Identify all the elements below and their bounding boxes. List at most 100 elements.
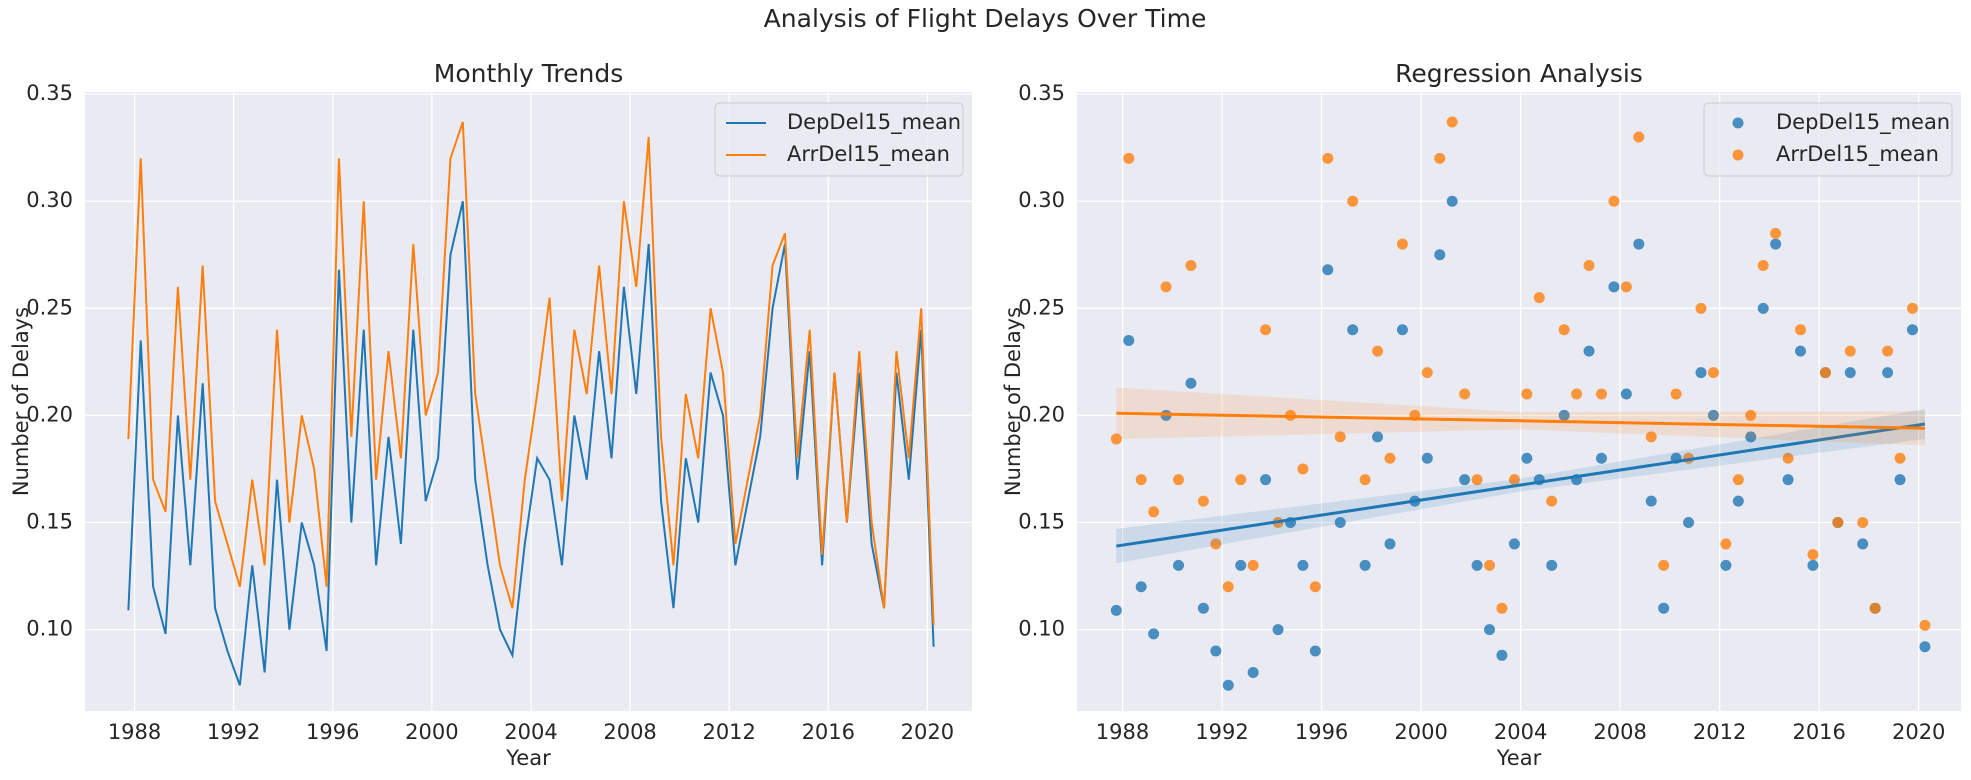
scatter-point bbox=[1795, 324, 1807, 336]
scatter-point bbox=[1521, 452, 1533, 464]
scatter-point bbox=[1508, 474, 1520, 486]
x-tick-label: 2000 bbox=[1394, 720, 1447, 744]
scatter-point bbox=[1471, 474, 1483, 486]
legend-label: ArrDel15_mean bbox=[787, 142, 950, 167]
scatter-point bbox=[1882, 367, 1894, 379]
scatter-point bbox=[1558, 324, 1570, 336]
scatter-point bbox=[1832, 517, 1844, 529]
scatter-point bbox=[1595, 452, 1607, 464]
legend-label: ArrDel15_mean bbox=[1776, 142, 1939, 167]
legend bbox=[1703, 102, 1953, 177]
scatter-point bbox=[1782, 452, 1794, 464]
y-tick-label: 0.20 bbox=[26, 402, 73, 426]
legend bbox=[714, 102, 964, 177]
scatter-point bbox=[1384, 452, 1396, 464]
scatter-point bbox=[1757, 302, 1769, 314]
scatter-point bbox=[1247, 666, 1259, 678]
x-tick-label: 1988 bbox=[108, 720, 161, 744]
scatter-point bbox=[1197, 602, 1209, 614]
scatter-point bbox=[1471, 559, 1483, 571]
scatter-point bbox=[1844, 345, 1856, 357]
line-series bbox=[127, 201, 935, 686]
y-tick-label: 0.35 bbox=[26, 81, 73, 105]
regression-line bbox=[1116, 422, 1926, 548]
legend-label: DepDel15_mean bbox=[1776, 110, 1950, 135]
scatter-point bbox=[1720, 559, 1732, 571]
scatter-point bbox=[1732, 474, 1744, 486]
y-axis-label: Number of Delays bbox=[1001, 307, 1025, 496]
y-axis-label: Number of Delays bbox=[9, 307, 33, 496]
x-tick-label: 2016 bbox=[1792, 720, 1845, 744]
scatter-point bbox=[1633, 131, 1645, 143]
scatter-point bbox=[1906, 324, 1918, 336]
scatter-point bbox=[1135, 581, 1147, 593]
scatter-point bbox=[1372, 431, 1384, 443]
scatter-point bbox=[1247, 559, 1259, 571]
scatter-point bbox=[1347, 195, 1359, 207]
subplot-title: Regression Analysis bbox=[1395, 59, 1643, 88]
scatter-point bbox=[1620, 388, 1632, 400]
scatter-point bbox=[1260, 474, 1272, 486]
scatter-point bbox=[1533, 292, 1545, 304]
y-tick-label: 0.15 bbox=[26, 510, 73, 534]
x-tick-label: 2000 bbox=[405, 720, 458, 744]
scatter-point bbox=[1658, 559, 1670, 571]
scatter-point bbox=[1484, 559, 1496, 571]
legend-label: DepDel15_mean bbox=[787, 110, 961, 135]
y-tick-label: 0.15 bbox=[1018, 510, 1065, 534]
y-tick-label: 0.25 bbox=[1018, 295, 1065, 319]
scatter-point bbox=[1173, 474, 1185, 486]
scatter-point bbox=[1396, 238, 1408, 250]
scatter-point bbox=[1421, 452, 1433, 464]
scatter-point bbox=[1683, 517, 1695, 529]
scatter-point bbox=[1384, 538, 1396, 550]
scatter-point bbox=[1272, 624, 1284, 636]
scatter-point bbox=[1508, 538, 1520, 550]
scatter-point bbox=[1359, 559, 1371, 571]
x-tick-label: 1996 bbox=[306, 720, 359, 744]
scatter-point bbox=[1807, 549, 1819, 561]
scatter-point bbox=[1110, 604, 1122, 616]
regression-line bbox=[1116, 411, 1925, 430]
scatter-point bbox=[1148, 628, 1160, 640]
x-tick-label: 2020 bbox=[901, 720, 954, 744]
x-tick-label: 1988 bbox=[1096, 720, 1149, 744]
legend-swatch bbox=[1732, 117, 1744, 129]
scatter-point bbox=[1894, 474, 1906, 486]
scatter-point bbox=[1882, 345, 1894, 357]
subplot-title: Monthly Trends bbox=[434, 59, 624, 88]
scatter-point bbox=[1720, 538, 1732, 550]
x-tick-label: 2016 bbox=[802, 720, 855, 744]
scatter-point bbox=[1770, 238, 1782, 250]
scatter-point bbox=[1583, 345, 1595, 357]
y-tick-label: 0.10 bbox=[26, 617, 73, 641]
scatter-point bbox=[1906, 302, 1918, 314]
scatter-point bbox=[1546, 559, 1558, 571]
legend-swatch bbox=[1732, 149, 1744, 161]
scatter-point bbox=[1670, 388, 1682, 400]
scatter-point bbox=[1210, 538, 1222, 550]
scatter-point bbox=[1160, 281, 1172, 293]
x-tick-label: 2004 bbox=[1494, 720, 1547, 744]
y-tick-label: 0.10 bbox=[1018, 617, 1065, 641]
marks bbox=[127, 121, 935, 686]
scatter-point bbox=[1459, 388, 1471, 400]
x-tick-label: 2008 bbox=[603, 720, 656, 744]
scatter-point bbox=[1707, 409, 1719, 421]
scatter-point bbox=[1396, 324, 1408, 336]
scatter-point bbox=[1148, 506, 1160, 518]
x-axis-label: Year bbox=[1496, 746, 1542, 770]
scatter-point bbox=[1732, 495, 1744, 507]
scatter-point bbox=[1260, 324, 1272, 336]
scatter-point bbox=[1857, 538, 1869, 550]
scatter-point bbox=[1322, 152, 1334, 164]
scatter-point bbox=[1894, 452, 1906, 464]
scatter-point bbox=[1359, 474, 1371, 486]
marks bbox=[1110, 116, 1931, 691]
x-tick-label: 2004 bbox=[504, 720, 557, 744]
scatter-point bbox=[1695, 302, 1707, 314]
scatter-point bbox=[1347, 324, 1359, 336]
scatter-point bbox=[1372, 345, 1384, 357]
scatter-point bbox=[1558, 409, 1570, 421]
